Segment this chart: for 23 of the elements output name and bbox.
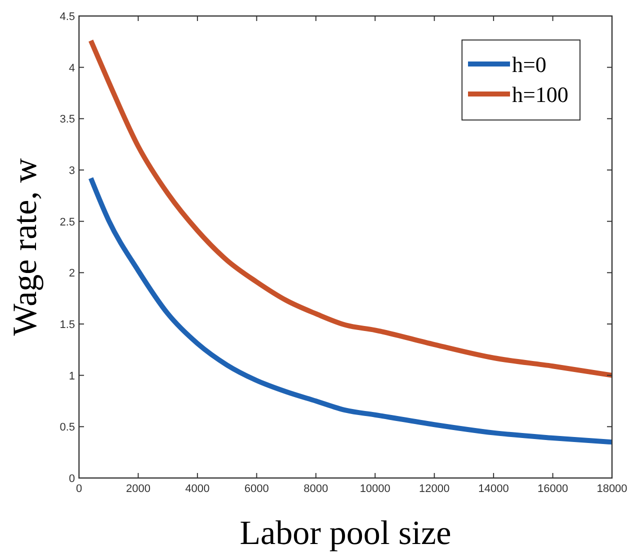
legend-label: h=100 [512, 82, 568, 107]
x-tick-label: 14000 [478, 483, 509, 495]
x-tick-label: 8000 [304, 483, 328, 495]
y-tick-label: 1 [68, 370, 75, 382]
x-tick-label: 4000 [185, 483, 210, 495]
y-tick-label: 3 [68, 165, 75, 177]
x-tick-label: 2000 [126, 483, 150, 495]
y-tick-label: 2.5 [60, 216, 75, 228]
y-tick-label: 1.5 [60, 319, 75, 331]
x-tick-label: 18000 [596, 483, 628, 495]
x-tick-label: 10000 [360, 483, 390, 495]
x-tick-label: 12000 [419, 483, 450, 495]
y-tick-label: 4.5 [60, 11, 75, 23]
y-tick-label: 2 [68, 268, 75, 280]
y-axis-title: Wage rate, w [7, 158, 44, 336]
x-tick-label: 6000 [244, 483, 269, 495]
x-tick-label: 16000 [537, 483, 568, 495]
y-tick-label: 0 [68, 473, 75, 485]
legend-label: h=0 [512, 52, 546, 77]
y-tick-label: 0.5 [60, 422, 75, 434]
y-tick-label: 4 [68, 62, 75, 74]
y-tick-label: 3.5 [60, 114, 75, 126]
x-axis-title: Labor pool size [240, 515, 452, 552]
